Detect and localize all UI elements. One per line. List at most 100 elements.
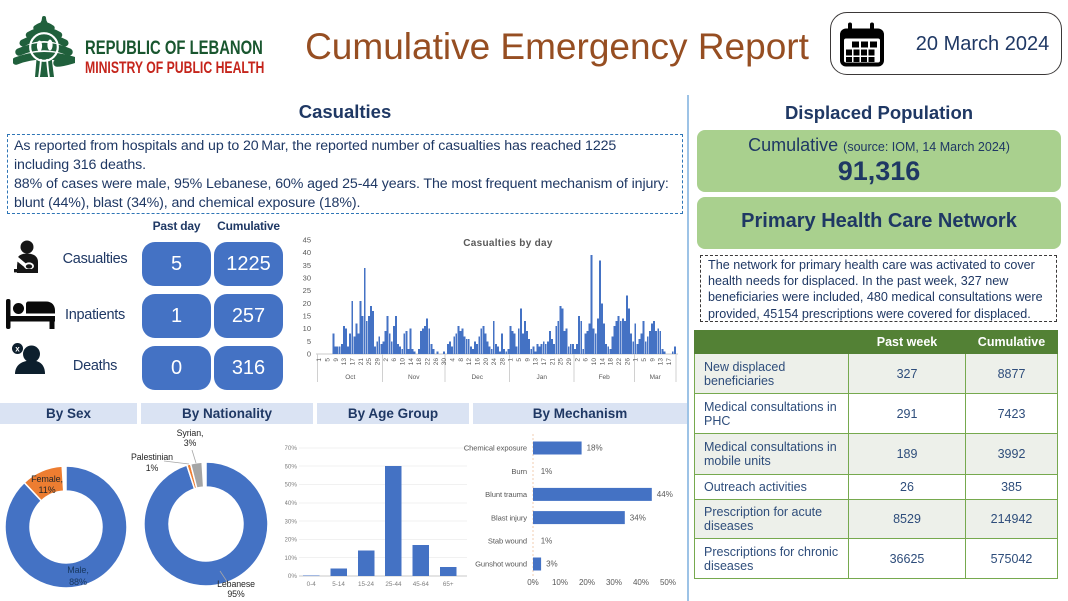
svg-text:60%: 60% [285,463,297,470]
svg-text:1: 1 [508,358,515,362]
svg-text:88%: 88% [69,577,87,587]
svg-text:17: 17 [541,358,548,366]
svg-text:17: 17 [666,358,673,366]
svg-text:Burn: Burn [511,467,527,476]
svg-text:25: 25 [366,358,373,366]
svg-text:40: 40 [303,248,311,257]
svg-text:Lebanese: Lebanese [217,579,255,589]
svg-text:26: 26 [433,358,440,366]
svg-text:26: 26 [624,358,631,366]
svg-text:Syrian,: Syrian, [177,428,204,438]
svg-text:30: 30 [303,274,311,283]
svg-text:21: 21 [358,358,365,366]
svg-text:20: 20 [303,299,311,308]
svg-text:4: 4 [449,358,456,362]
svg-text:10%: 10% [285,555,297,562]
svg-text:45-64: 45-64 [413,581,430,588]
svg-text:1%: 1% [541,467,553,476]
svg-text:2: 2 [383,358,390,362]
svg-text:44%: 44% [657,490,673,499]
svg-text:1%: 1% [146,463,159,473]
svg-text:20%: 20% [285,537,297,544]
svg-text:25-44: 25-44 [385,581,402,588]
svg-text:0: 0 [307,350,311,359]
svg-text:11%: 11% [38,485,55,495]
svg-text:22: 22 [616,358,623,366]
svg-text:Male,: Male, [67,565,89,575]
svg-text:17: 17 [350,358,357,366]
svg-text:Gunshot wound: Gunshot wound [475,560,527,569]
svg-text:0-4: 0-4 [307,581,317,588]
svg-text:30%: 30% [606,578,622,587]
svg-text:5: 5 [325,358,332,362]
svg-text:x: x [15,345,20,354]
svg-text:22: 22 [424,358,431,366]
svg-text:10: 10 [400,358,407,366]
svg-text:Blunt trauma: Blunt trauma [485,490,528,499]
svg-text:3%: 3% [184,438,197,448]
svg-text:3%: 3% [546,560,558,569]
svg-text:29: 29 [375,358,382,366]
svg-text:13: 13 [658,358,665,366]
svg-text:50%: 50% [660,578,676,587]
svg-text:29: 29 [566,358,573,366]
svg-text:9: 9 [524,358,531,362]
svg-text:28: 28 [499,358,506,366]
svg-text:20: 20 [483,358,490,366]
svg-text:24: 24 [491,358,498,366]
svg-text:18: 18 [416,358,423,366]
svg-text:35: 35 [303,261,311,270]
svg-text:18: 18 [608,358,615,366]
svg-text:40%: 40% [633,578,649,587]
svg-text:25: 25 [558,358,565,366]
svg-text:Female,: Female, [31,474,63,484]
svg-text:50%: 50% [285,482,297,489]
svg-text:40%: 40% [285,500,297,507]
svg-text:9: 9 [333,358,340,362]
svg-text:9: 9 [649,358,656,362]
svg-text:15: 15 [303,312,311,321]
svg-text:2: 2 [574,358,581,362]
svg-text:10%: 10% [552,578,568,587]
svg-text:1: 1 [316,358,323,362]
svg-text:Jan: Jan [537,374,548,381]
svg-text:Feb: Feb [599,374,611,381]
svg-text:0%: 0% [527,578,539,587]
svg-text:5-14: 5-14 [332,581,345,588]
svg-text:1%: 1% [541,537,553,546]
svg-text:15-24: 15-24 [358,581,375,588]
svg-text:Nov: Nov [408,374,420,381]
svg-text:10: 10 [303,324,311,333]
svg-text:16: 16 [474,358,481,366]
svg-text:Chemical exposure: Chemical exposure [464,444,527,453]
svg-text:Palestinian: Palestinian [131,452,173,462]
svg-text:8: 8 [458,358,465,362]
svg-text:13: 13 [341,358,348,366]
svg-text:20%: 20% [579,578,595,587]
svg-text:0%: 0% [288,573,298,580]
svg-text:70%: 70% [285,445,297,452]
svg-text:45: 45 [303,236,311,245]
svg-text:6: 6 [391,358,398,362]
svg-text:Casualties by day: Casualties by day [463,238,553,249]
svg-text:Blast injury: Blast injury [491,513,527,522]
svg-text:13: 13 [533,358,540,366]
svg-text:Mar: Mar [650,374,662,381]
svg-text:5: 5 [641,358,648,362]
svg-text:30: 30 [441,358,448,366]
svg-text:Dec: Dec [471,374,483,381]
svg-text:5: 5 [307,337,311,346]
svg-text:25: 25 [303,286,311,295]
svg-text:6: 6 [583,358,590,362]
svg-text:14: 14 [599,358,606,366]
svg-text:30%: 30% [285,518,297,525]
svg-text:14: 14 [408,358,415,366]
svg-text:10: 10 [591,358,598,366]
svg-text:34%: 34% [630,513,646,522]
svg-text:12: 12 [466,358,473,366]
svg-text:21: 21 [549,358,556,366]
svg-text:65+: 65+ [443,581,454,588]
svg-text:Stab wound: Stab wound [488,537,527,546]
svg-text:Oct: Oct [345,374,355,381]
svg-text:95%: 95% [227,589,245,599]
